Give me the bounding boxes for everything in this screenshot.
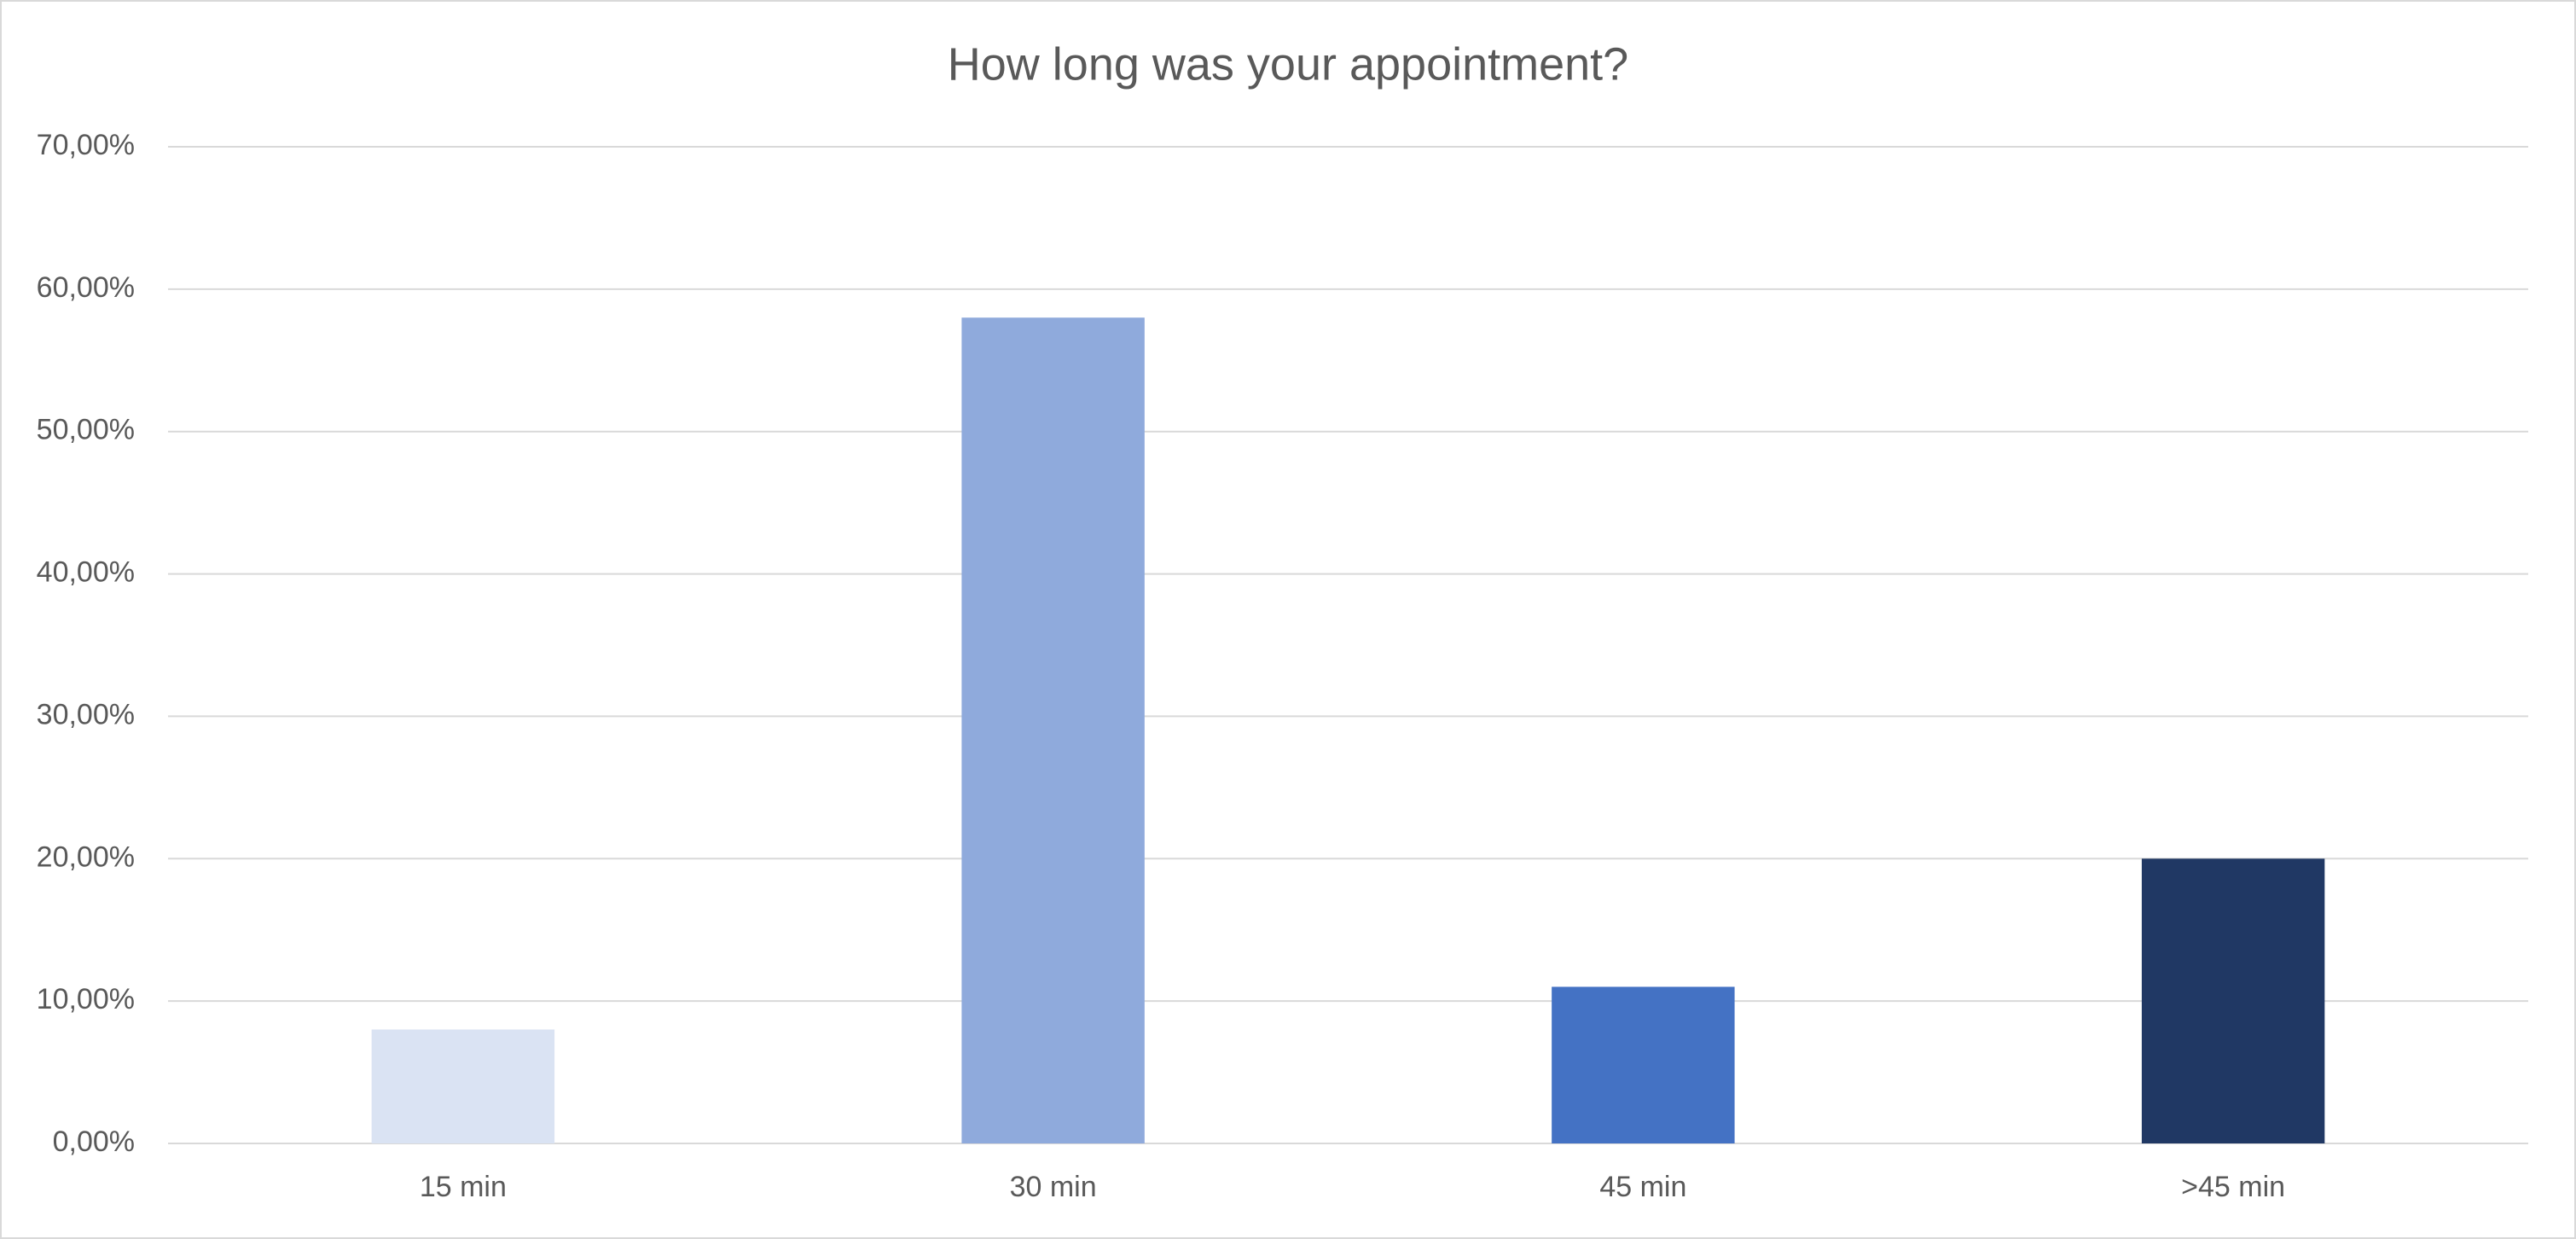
chart-title: How long was your appointment? xyxy=(948,38,1628,90)
y-tick-label: 70,00% xyxy=(37,129,135,161)
x-tick-label: 15 min xyxy=(420,1171,507,1203)
y-tick-label: 50,00% xyxy=(37,414,135,446)
x-tick-label: 30 min xyxy=(1010,1171,1097,1203)
y-tick-label: 40,00% xyxy=(37,556,135,589)
y-tick-label: 30,00% xyxy=(37,698,135,730)
bar xyxy=(961,317,1145,1143)
bar xyxy=(2141,858,2325,1143)
bar xyxy=(371,1029,555,1143)
y-tick-label: 20,00% xyxy=(37,841,135,873)
bar xyxy=(1552,986,1735,1143)
x-tick-label: >45 min xyxy=(2181,1171,2285,1203)
x-tick-label: 45 min xyxy=(1599,1171,1686,1203)
y-tick-label: 10,00% xyxy=(37,983,135,1015)
y-tick-label: 0,00% xyxy=(53,1126,135,1158)
y-tick-label: 60,00% xyxy=(37,271,135,304)
